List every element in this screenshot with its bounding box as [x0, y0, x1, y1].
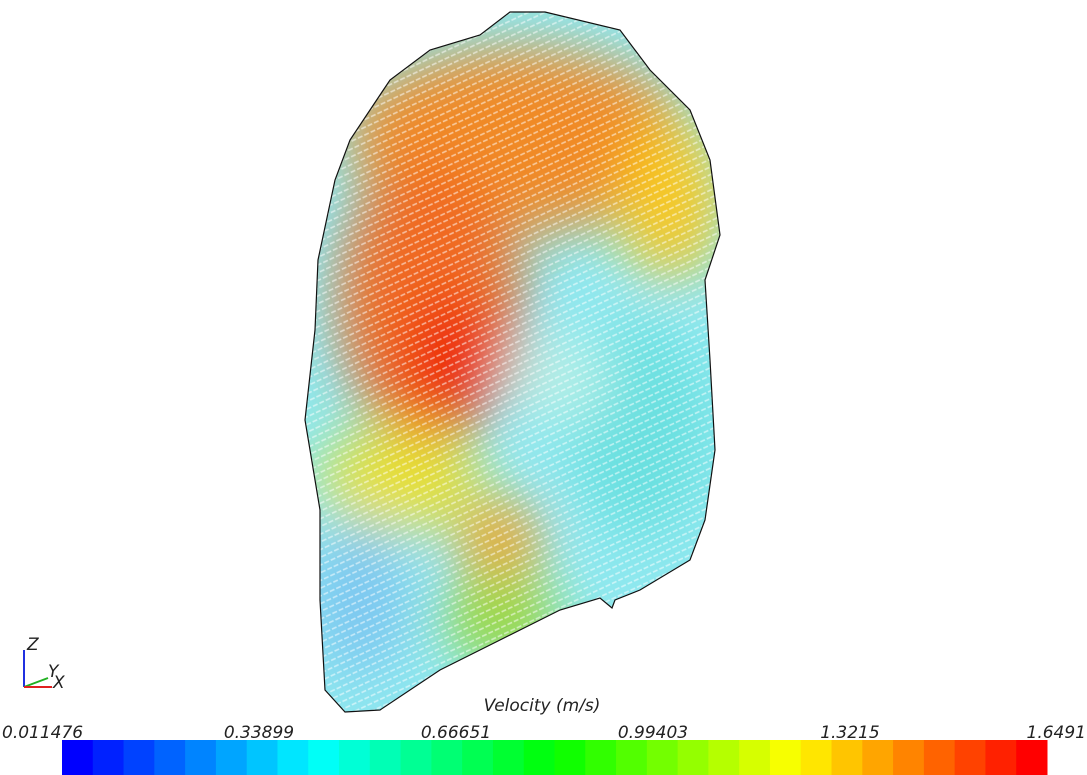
colorbar-swatch [769, 740, 802, 775]
colorbar-swatch [92, 740, 125, 775]
colorbar-tick-label: 0.66651 [421, 723, 491, 743]
colorbar-tick-label: 0.33899 [224, 723, 294, 743]
colorbar-swatch [616, 740, 648, 775]
colorbar-swatch [954, 740, 986, 775]
colorbar-swatch [400, 740, 432, 775]
x-label: X [52, 673, 65, 693]
colorbar-swatch [1016, 740, 1048, 775]
domain-outline [304, 11, 721, 713]
colorbar-swatch [739, 740, 771, 775]
colorbar-tick-label: 1.3215 [820, 723, 879, 743]
colorbar-swatch [123, 740, 155, 775]
colorbar-swatch [893, 740, 925, 775]
y-label: Y [48, 662, 60, 682]
y-axis [23, 677, 49, 688]
colorbar-swatch [862, 740, 894, 775]
colorbar-swatch [831, 740, 863, 775]
colorbar-swatch [646, 740, 679, 775]
colorbar-tick-label: 0.99403 [618, 723, 688, 743]
colorbar-swatch [369, 740, 402, 775]
axes-triad: Z Y X [23, 635, 65, 693]
colorbar-swatch [800, 740, 833, 775]
colorbar-swatch [277, 740, 309, 775]
colorbar-swatch [923, 740, 956, 775]
colorbar-swatch [62, 740, 94, 775]
colorbar-swatch [185, 740, 217, 775]
vector-field [305, 12, 720, 712]
colorbar-swatch [554, 740, 586, 775]
colorbar-swatch [431, 740, 463, 775]
colorbar-swatch [677, 740, 709, 775]
colorbar-swatch [308, 740, 340, 775]
colorbar-swatch [462, 740, 494, 775]
z-label: Z [26, 635, 39, 655]
colorbar-title: Velocity (m/s) [484, 696, 601, 716]
colorbar-swatch [246, 740, 278, 775]
colorbar-swatch [585, 740, 617, 775]
colorbar-tick-label: 0.011476 [2, 723, 83, 743]
colorbar-swatch [985, 740, 1017, 775]
colorbar-swatch [708, 740, 740, 775]
colorbar-swatch [154, 740, 186, 775]
colorbar-swatch [523, 740, 555, 775]
colorbar-tick-label: 1.6491 [1027, 723, 1086, 743]
colorbar-swatch [215, 740, 248, 775]
colorbar-swatch [339, 740, 371, 775]
colorbar-swatch [492, 740, 525, 775]
